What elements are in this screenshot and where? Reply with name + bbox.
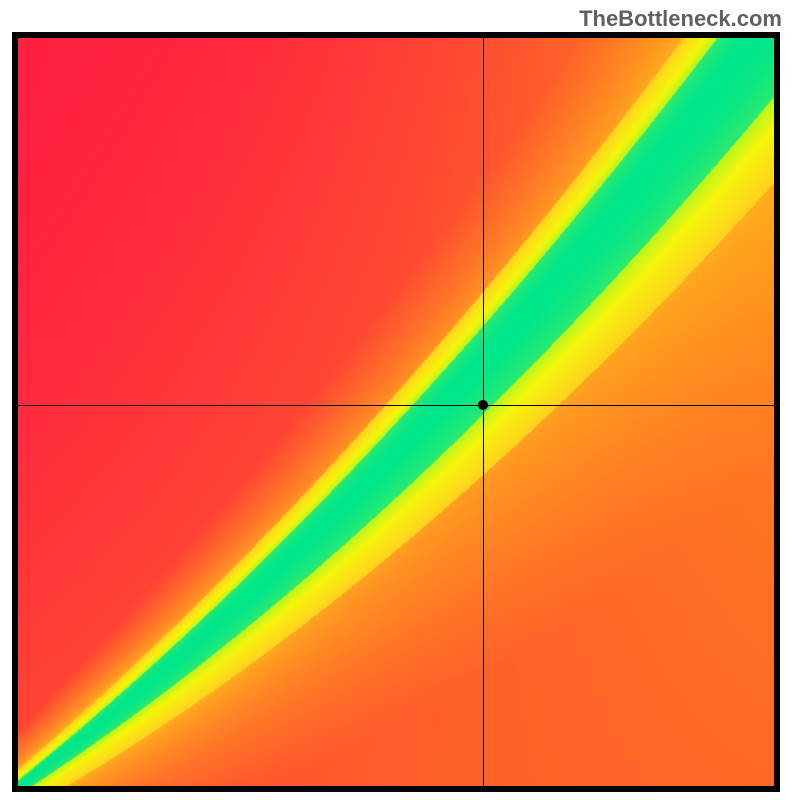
watermark-text: TheBottleneck.com	[579, 6, 782, 32]
chart-frame	[12, 32, 780, 792]
chart-container: TheBottleneck.com	[0, 0, 800, 800]
heatmap-canvas	[18, 38, 774, 786]
crosshair-marker	[478, 400, 488, 410]
crosshair-horizontal	[18, 405, 774, 407]
crosshair-vertical	[483, 38, 485, 786]
